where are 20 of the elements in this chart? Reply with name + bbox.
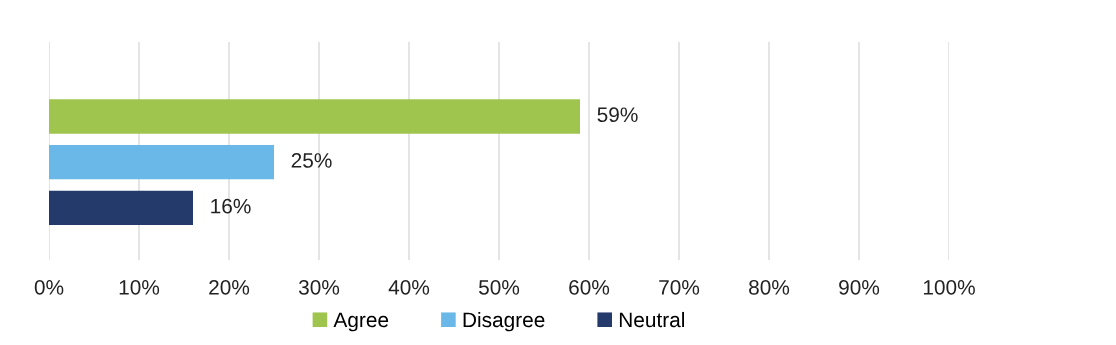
x-tick-label: 70% xyxy=(659,279,700,295)
legend-label: Agree xyxy=(333,312,389,332)
data-label: 59% xyxy=(597,107,638,123)
data-label: 16% xyxy=(211,198,251,214)
x-tick-label: 50% xyxy=(478,279,520,295)
x-tick-label: 30% xyxy=(298,279,340,295)
bar xyxy=(49,145,274,180)
legend-label: Neutral xyxy=(619,311,684,328)
legend-label: Disagree xyxy=(463,311,545,332)
x-tick-label: 40% xyxy=(388,279,430,295)
bar xyxy=(49,190,193,226)
x-tick-label: 10% xyxy=(119,279,160,295)
bar xyxy=(49,99,580,134)
x-tick-label: 100% xyxy=(923,279,975,295)
x-tick-label: 80% xyxy=(749,279,790,295)
x-tick-label: 0% xyxy=(34,279,64,295)
x-tick-label: 20% xyxy=(209,279,250,295)
x-tick-label: 90% xyxy=(839,279,880,295)
x-tick-label: 60% xyxy=(569,279,610,295)
data-label: 25% xyxy=(291,153,332,168)
